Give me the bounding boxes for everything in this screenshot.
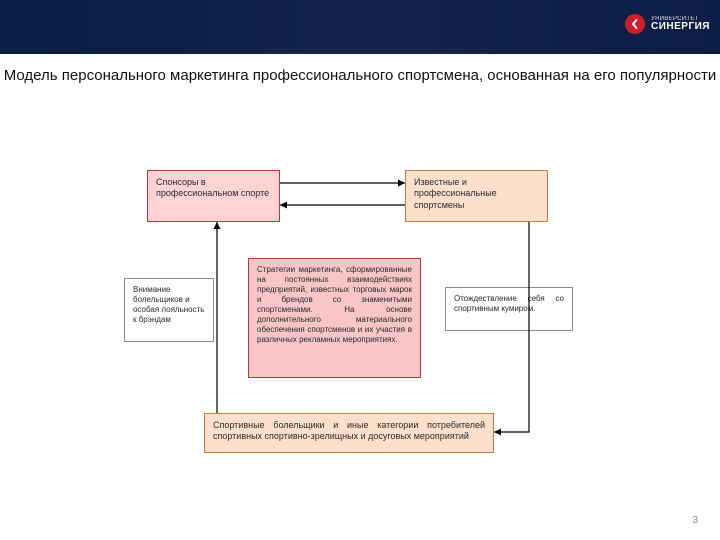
logo-circle-icon bbox=[625, 14, 645, 34]
node-strategies: Стратегии маркетинга, сформированные на … bbox=[248, 258, 421, 378]
node-sponsors: Спонсоры в профессиональном спорте bbox=[147, 170, 280, 222]
chevron-left-icon bbox=[629, 18, 641, 30]
node-athletes: Известные и профессиональные спортсмены bbox=[405, 170, 548, 222]
node-identification: Отождествление себя со спортивным кумиро… bbox=[445, 287, 573, 331]
logo: УНИВЕРСИТЕТ СИНЕРГИЯ bbox=[625, 14, 710, 34]
node-fans_attention: Внимание болельщиков и особая лояльность… bbox=[124, 278, 214, 342]
node-consumers: Спортивные болельщики и иные категории п… bbox=[204, 413, 494, 453]
logo-text: УНИВЕРСИТЕТ СИНЕРГИЯ bbox=[651, 16, 710, 32]
page-number: 3 bbox=[692, 515, 698, 526]
logo-top-label: УНИВЕРСИТЕТ bbox=[651, 16, 710, 22]
page-title: Модель персонального маркетинга професси… bbox=[0, 66, 720, 86]
header-band: УНИВЕРСИТЕТ СИНЕРГИЯ bbox=[0, 0, 720, 54]
logo-bottom-label: СИНЕРГИЯ bbox=[651, 22, 710, 32]
